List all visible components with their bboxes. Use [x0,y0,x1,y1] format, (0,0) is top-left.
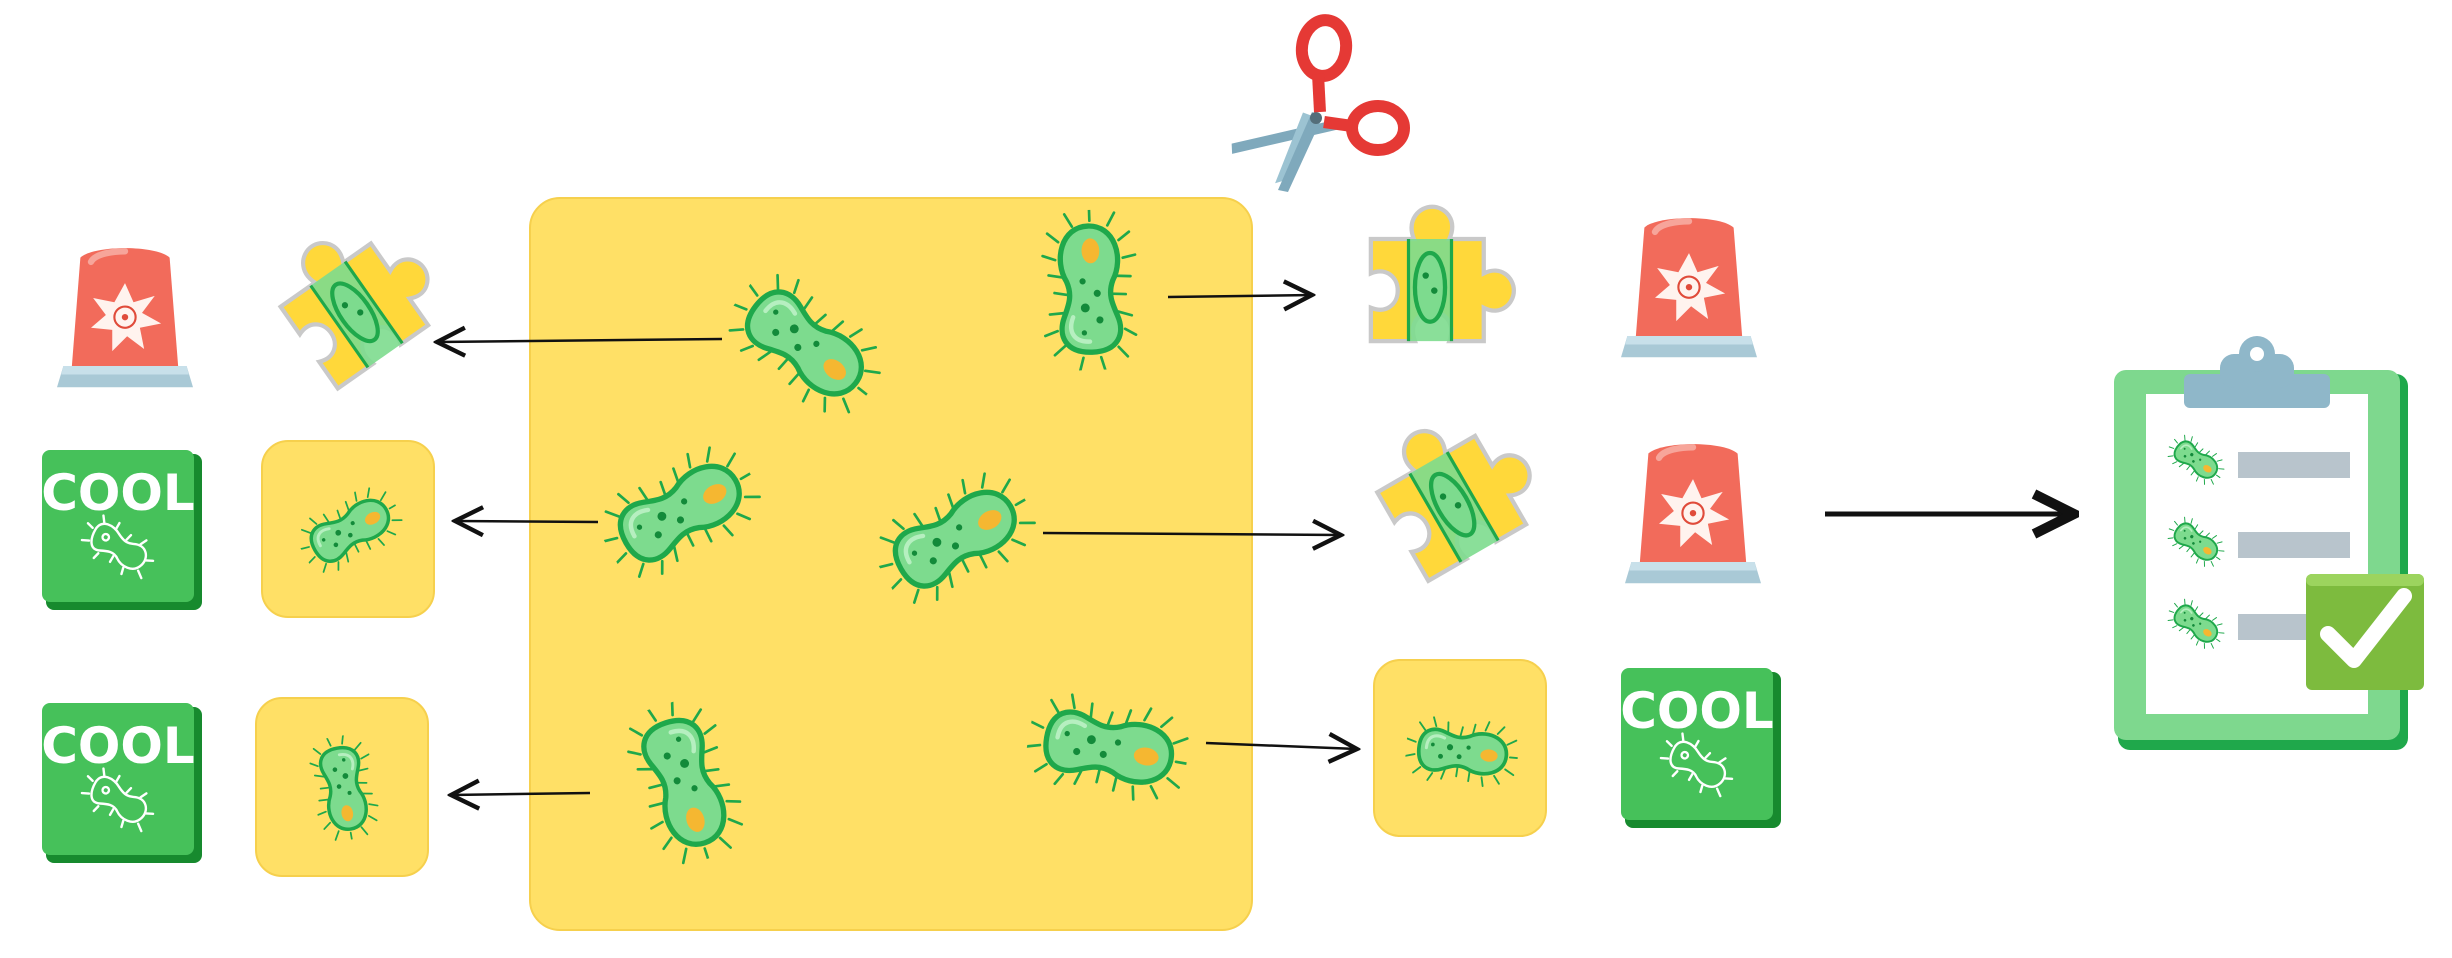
siren-icon [57,248,193,387]
siren-icon [1625,444,1761,583]
arrow-right-bottom [1205,743,1357,749]
cool-badge-icon: COOL [41,703,202,863]
bacterium-tile [261,440,435,618]
check-mark-icon [2306,574,2424,690]
scissors-icon [1231,14,1410,192]
cool-label: COOL [1620,682,1774,740]
puzzle-piece-icon [263,201,453,389]
cool-label: COOL [41,464,195,522]
arrow-right-top [1167,295,1312,297]
bacterium-tile [1373,659,1547,837]
cool-label: COOL [41,717,195,775]
puzzle-piece-icon [1361,393,1552,581]
siren-icon [1621,218,1757,357]
arrow-left-middle [455,521,599,522]
cool-badge-icon: COOL [41,450,202,610]
bacterium-tile [255,697,429,877]
puzzle-piece-icon [1371,207,1514,341]
arrows [437,295,2074,795]
arrow-right-middle [1042,533,1341,535]
cool-badge-icon: COOL [1620,668,1781,828]
arrow-left-top [437,339,723,342]
arrow-left-bottom [451,793,591,795]
